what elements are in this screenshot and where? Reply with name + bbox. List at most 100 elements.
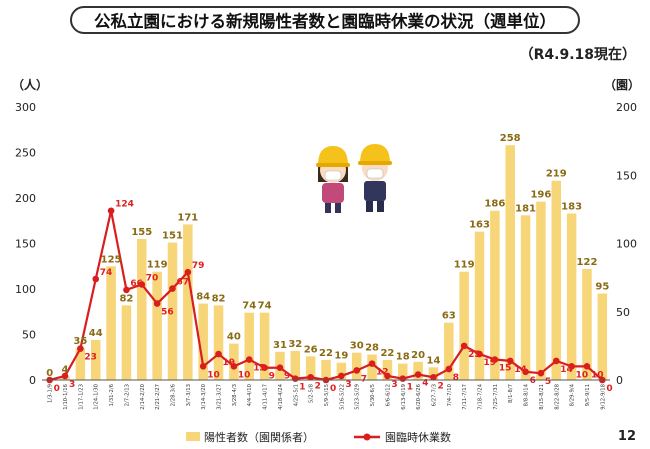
line-point-4/4-4/10 <box>245 356 253 363</box>
right-axis-tick: 50 <box>616 306 630 319</box>
line-value-label: 9 <box>269 372 275 382</box>
line-value-label: 124 <box>115 200 134 210</box>
line-point-2/7-2/13 <box>123 286 130 294</box>
line-value-label: 10 <box>591 370 604 380</box>
bar-value-label: 32 <box>288 339 302 350</box>
x-tick-label: 2/21-2/27 <box>155 384 161 410</box>
bar-5/23-5/29 <box>351 352 362 380</box>
legend-bar-label: 陽性者数（園関係者） <box>204 430 314 444</box>
bar-value-label: 4 <box>62 364 69 375</box>
bar-value-label: 186 <box>484 199 505 210</box>
bar-value-label: 26 <box>304 344 318 355</box>
line-point-6/13-6/19 <box>399 375 407 382</box>
bar-value-label: 18 <box>396 352 410 363</box>
chart-title: 公私立園における新規陽性者数と園臨時休業の状況（週単位） <box>70 6 580 34</box>
line-point-4/18-4/24 <box>276 364 284 372</box>
left-axis-tick: 250 <box>15 147 36 160</box>
legend-line-label: 園臨時休業数 <box>385 431 451 444</box>
bar-value-label: 22 <box>380 348 394 359</box>
bar-value-label: 22 <box>319 348 333 359</box>
line-value-label: 8 <box>453 373 459 383</box>
x-tick-label: 6/20-6/26 <box>416 383 422 409</box>
bar-5/16-5/22 <box>336 362 347 380</box>
x-tick-label: 2/14-2/20 <box>140 383 146 409</box>
line-point-5/30-6/5 <box>368 360 376 367</box>
bar-1/24-1/30 <box>90 339 101 380</box>
line-point-8/15-8/21 <box>537 369 545 377</box>
bar-2/7-2/13 <box>121 305 132 380</box>
bar-value-label: 163 <box>469 220 490 231</box>
x-tick-label: 1/10-1/16 <box>63 383 69 409</box>
line-value-label: 2 <box>315 381 321 391</box>
bar-value-label: 31 <box>273 340 287 351</box>
line-value-label: 70 <box>146 273 159 283</box>
bar-value-label: 82 <box>119 293 133 304</box>
child-girl-illustration <box>316 146 350 213</box>
line-point-2/28-3/6 <box>169 285 176 292</box>
bar-value-label: 19 <box>334 351 348 362</box>
bar-value-label: 122 <box>577 257 598 268</box>
line-value-label: 0 <box>606 384 612 394</box>
x-tick-label: 6/27-7/3 <box>431 384 437 406</box>
x-tick-label: 5/30-6/5 <box>370 384 376 406</box>
line-point-2/14-2/20 <box>138 281 146 288</box>
line-point-6/27-7/3 <box>430 373 437 381</box>
right-axis-tick: 150 <box>616 169 637 182</box>
bar-3/7-3/13 <box>183 224 193 380</box>
line-value-label: 0 <box>54 384 60 394</box>
bar-value-label: 28 <box>365 343 379 354</box>
line-value-label: 9 <box>284 372 290 382</box>
bar-5/30-6/5 <box>367 354 377 380</box>
bar-value-label: 95 <box>595 282 609 293</box>
bar-5/2-5/8 <box>305 356 316 380</box>
line-point-1/10-1/16 <box>61 372 69 380</box>
x-tick-label: 7/25-7/31 <box>493 384 499 410</box>
x-tick-label: 4/11-4/17 <box>263 384 269 410</box>
line-value-label: 4 <box>422 379 428 389</box>
bar-value-label: 44 <box>89 328 103 339</box>
bar-6/27-7/3 <box>428 367 439 380</box>
bar-2/14-2/20 <box>137 238 147 380</box>
line-point-4/11-4/17 <box>261 364 268 372</box>
bar-value-label: 35 <box>73 336 87 347</box>
bar-value-label: 74 <box>242 301 256 312</box>
bar-value-label: 63 <box>442 311 456 322</box>
line-point-9/5-9/11 <box>583 363 591 370</box>
line-value-label: 2 <box>437 381 443 391</box>
left-axis-tick: 300 <box>15 101 36 114</box>
bar-5/9-5/15 <box>321 359 331 380</box>
line-point-7/4-7/10 <box>445 365 453 373</box>
bar-value-label: 183 <box>561 201 582 212</box>
bar-value-label: 84 <box>196 292 210 303</box>
bar-value-label: 181 <box>515 203 536 214</box>
line-value-label: 56 <box>161 308 174 318</box>
bar-value-label: 155 <box>131 227 152 238</box>
line-point-8/1-8/7 <box>506 357 514 365</box>
x-tick-label: 4/25-5/1 <box>293 384 299 406</box>
bar-8/15-8/21 <box>536 201 546 380</box>
x-tick-label: 6/6-6/12 <box>385 384 391 406</box>
line-value-label: 23 <box>84 353 97 363</box>
line-value-label: 67 <box>176 278 189 288</box>
line-point-3/14-3/20 <box>199 363 207 370</box>
line-point-7/25-7/31 <box>491 356 499 363</box>
bar-7/4-7/10 <box>444 322 454 380</box>
bar-3/14-3/20 <box>198 303 208 380</box>
x-tick-label: 7/11-7/17 <box>462 384 468 410</box>
bar-6/20-6/26 <box>413 361 423 380</box>
x-tick-label: 4/4-4/10 <box>247 383 253 406</box>
line-value-label: 3 <box>391 380 397 390</box>
bar-6/13-6/19 <box>397 363 408 380</box>
bar-1/31-2/6 <box>106 266 116 380</box>
children-illustration <box>316 144 392 213</box>
line-point-1/31-2/6 <box>107 207 115 215</box>
line-point-5/2-5/8 <box>307 373 314 381</box>
bar-4/25-5/1 <box>290 350 301 380</box>
line-value-label: 0 <box>330 384 336 394</box>
bar-2/28-3/6 <box>167 242 178 380</box>
bar-value-label: 14 <box>426 355 440 366</box>
line-value-label: 10 <box>576 370 589 380</box>
x-tick-label: 1/31-2/6 <box>109 383 115 406</box>
left-axis-unit: （人） <box>12 78 49 92</box>
